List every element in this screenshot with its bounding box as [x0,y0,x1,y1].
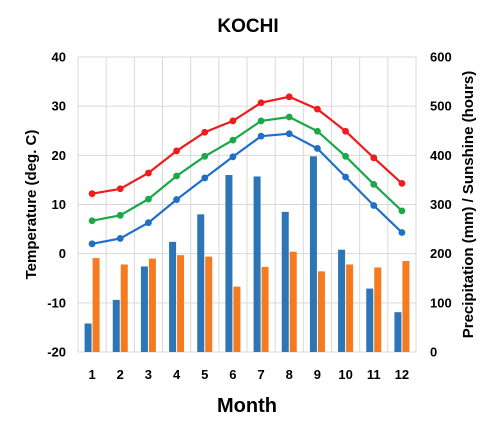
line-series-3-point-4 [173,196,180,203]
bar-series-2-month-4 [177,255,184,352]
line-series-3-point-3 [145,219,152,226]
bar-series-1-month-8 [282,212,289,352]
bar-series-2-month-7 [262,267,269,352]
left-tick-label: -10 [47,295,66,310]
bar-series-2-month-6 [233,287,240,352]
x-tick-label: 11 [367,367,381,382]
right-tick-label: 0 [430,345,437,360]
bar-series-1-month-7 [254,176,261,352]
line-series-2-point-1 [89,217,96,224]
bar-series-1-month-6 [225,175,232,352]
left-tick-label: -20 [47,345,66,360]
bar-series-2-month-9 [318,271,325,352]
right-tick-label: 200 [430,246,452,261]
line-series-2-point-2 [117,212,124,219]
line-series-3-point-11 [370,202,377,209]
x-tick-label: 10 [338,367,352,382]
line-series-1-point-7 [258,99,265,106]
left-tick-label: 40 [52,50,66,65]
right-tick-label: 600 [430,50,452,65]
line-series-3-point-5 [201,175,208,182]
bar-series-2-month-2 [121,264,128,352]
line-series-1-point-6 [230,118,237,125]
line-series-2-point-10 [342,153,349,160]
y-axis-label-left: Temperature (deg. C) [23,130,40,280]
line-series-3-point-10 [342,174,349,181]
bar-series-2-month-8 [290,252,297,352]
x-tick-label: 5 [201,367,208,382]
line-series-1-point-10 [342,128,349,135]
line-series-1-point-11 [370,154,377,161]
bar-series-2-month-1 [93,258,100,352]
x-axis-ticks: 1 2 3 4 5 6 7 8 9 10 11 12 [88,367,409,382]
line-series-2-point-12 [399,207,406,214]
bar-series-1-month-10 [338,250,345,352]
left-axis-ticks: -20 -10 0 10 20 30 40 [47,50,66,360]
line-series-2-point-7 [258,118,265,125]
x-tick-label: 1 [88,367,95,382]
right-tick-label: 500 [430,99,452,114]
line-series-1-point-2 [117,185,124,192]
line-series-3-point-8 [286,130,293,137]
bar-series-1-month-2 [113,300,120,352]
bar-series-1-month-5 [197,214,204,352]
chart-title: KOCHI [217,16,278,37]
x-tick-label: 8 [286,367,293,382]
line-series-1-point-9 [314,106,321,113]
line-series-2-point-11 [370,181,377,188]
x-tick-label: 4 [173,367,181,382]
line-series-2-point-5 [201,153,208,160]
x-tick-label: 2 [117,367,124,382]
bar-series-2-month-5 [205,257,212,352]
left-tick-label: 10 [52,197,66,212]
line-series-1-point-8 [286,93,293,100]
y-axis-label-right: Precipitation (mm) / Sunshine (hours) [460,71,477,339]
line-series-2-point-8 [286,114,293,121]
left-tick-label: 0 [59,246,66,261]
line-series-1-point-4 [173,148,180,155]
line-series-2-point-4 [173,173,180,180]
line-series-3-point-12 [399,229,406,236]
line-series-2-point-9 [314,128,321,135]
line-series-2-point-3 [145,196,152,203]
bar-series-2-month-3 [149,259,156,352]
bar-series-2-month-10 [346,264,353,352]
line-series-3-point-1 [89,240,96,247]
line-series-1-point-3 [145,170,152,177]
x-tick-label: 3 [145,367,152,382]
line-series-3-point-2 [117,235,124,242]
line-series-3-point-7 [258,133,265,140]
bar-series-1-month-12 [394,312,401,352]
x-tick-label: 6 [229,367,236,382]
left-tick-label: 30 [52,99,66,114]
bar-series-1-month-9 [310,156,317,352]
left-tick-label: 20 [52,148,66,163]
line-series-1-point-12 [399,180,406,187]
right-tick-label: 100 [430,295,452,310]
bar-series-2-month-11 [374,267,381,352]
bar-series-1-month-1 [85,323,92,352]
line-series-3-point-6 [230,153,237,160]
x-tick-label: 12 [395,367,409,382]
bar-series-1-month-4 [169,242,176,352]
line-series-3-point-9 [314,145,321,152]
line-series-1-point-1 [89,190,96,197]
line-series-2-point-6 [230,137,237,144]
bar-series-2-month-12 [402,261,409,352]
bar-series-1-month-11 [366,289,373,352]
right-tick-label: 300 [430,197,452,212]
bar-series-1-month-3 [141,266,148,352]
x-axis-label: Month [217,395,277,417]
x-tick-label: 7 [257,367,264,382]
right-tick-label: 400 [430,148,452,163]
x-tick-label: 9 [314,367,321,382]
line-series-1-point-5 [201,129,208,136]
right-axis-ticks: 0 100 200 300 400 500 600 [430,50,452,360]
